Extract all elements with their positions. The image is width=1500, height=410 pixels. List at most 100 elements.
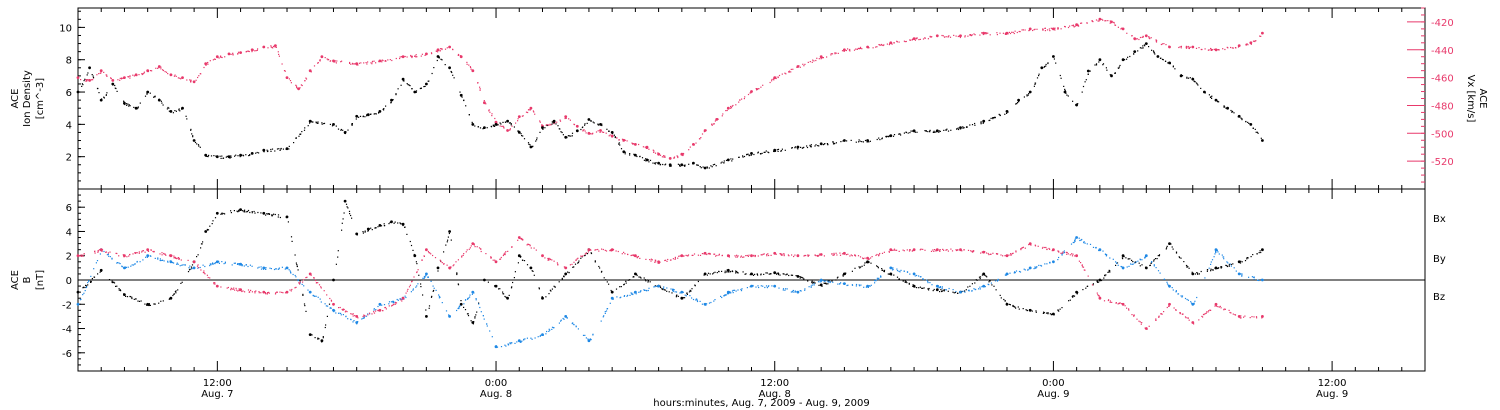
- data-point-dense: [274, 213, 276, 216]
- data-point-dense: [113, 281, 115, 283]
- data-point-dense: [553, 327, 555, 329]
- data-point: [982, 119, 986, 123]
- data-point-dense: [79, 255, 81, 257]
- data-point-dense: [1026, 309, 1028, 312]
- data-point-dense: [106, 75, 108, 77]
- data-point-dense: [263, 151, 265, 153]
- data-point-dense: [206, 155, 208, 157]
- data-point-dense: [1159, 272, 1161, 274]
- data-point-dense: [227, 286, 229, 289]
- data-point-dense: [805, 254, 807, 257]
- data-point-dense: [328, 58, 330, 61]
- data-point-dense: [1022, 29, 1024, 31]
- data-point-dense: [723, 162, 725, 164]
- data-point-dense: [301, 84, 303, 87]
- data-point-dense: [1106, 69, 1108, 71]
- data-point-dense: [1248, 276, 1250, 278]
- data-point-dense: [817, 281, 820, 283]
- data-point-dense: [266, 293, 268, 295]
- data-point-dense: [764, 151, 766, 153]
- data-point-dense: [982, 32, 984, 34]
- data-point-dense: [322, 337, 324, 339]
- data-point-dense: [1179, 257, 1181, 259]
- data-point-dense: [637, 256, 639, 258]
- data-point-dense: [943, 289, 945, 291]
- data-point-dense: [85, 286, 87, 289]
- data-point-dense: [713, 272, 715, 274]
- data-point-dense: [744, 96, 746, 98]
- data-point-dense: [975, 279, 977, 281]
- data-point-dense: [967, 249, 970, 251]
- data-point-dense: [720, 295, 722, 297]
- data-point-dense: [87, 79, 89, 81]
- data-point-dense: [896, 270, 899, 272]
- data-point-dense: [123, 293, 125, 295]
- data-point-dense: [706, 167, 708, 169]
- data-point-dense: [936, 286, 939, 288]
- data-point-dense: [892, 267, 894, 269]
- data-point-dense: [1155, 319, 1157, 321]
- data-point-dense: [310, 274, 312, 276]
- data-point-dense: [214, 282, 216, 284]
- data-point-dense: [618, 143, 620, 145]
- data-point-dense: [889, 249, 891, 251]
- data-point-dense: [388, 223, 390, 225]
- b-tick-label: 2: [66, 252, 72, 263]
- data-point-dense: [691, 288, 693, 290]
- data-point-dense: [791, 274, 794, 276]
- data-point-dense: [527, 243, 529, 245]
- data-point-dense: [519, 341, 521, 343]
- data-point-dense: [91, 278, 93, 280]
- data-point: [425, 52, 428, 56]
- data-point-dense: [174, 291, 176, 293]
- data-point-dense: [445, 244, 447, 246]
- data-point-dense: [868, 258, 870, 260]
- data-point-dense: [1034, 82, 1037, 84]
- data-point-dense: [448, 314, 450, 316]
- data-point-dense: [138, 252, 140, 254]
- data-point-dense: [912, 285, 914, 287]
- data-point-dense: [1018, 270, 1021, 273]
- data-point-dense: [340, 314, 342, 316]
- data-point-dense: [785, 274, 787, 276]
- data-point-dense: [103, 71, 105, 73]
- data-point-dense: [989, 280, 991, 282]
- data-point-dense: [177, 77, 179, 79]
- data-point-dense: [236, 263, 239, 265]
- data-point-dense: [597, 123, 599, 125]
- data-point-dense: [669, 165, 671, 167]
- data-point-dense: [472, 321, 474, 323]
- data-point-dense: [527, 109, 530, 111]
- data-point-dense: [957, 292, 959, 294]
- data-point-dense: [617, 250, 619, 253]
- data-point-dense: [1104, 275, 1106, 277]
- data-point-dense: [168, 298, 170, 300]
- data-point-dense: [620, 286, 622, 288]
- data-point-dense: [914, 131, 916, 133]
- data-point-dense: [539, 131, 541, 133]
- data-point-dense: [237, 155, 239, 157]
- data-point-dense: [179, 265, 181, 267]
- data-point: [1052, 27, 1055, 31]
- data-point-dense: [458, 306, 460, 308]
- data-point-dense: [225, 156, 227, 158]
- data-point: [1249, 123, 1253, 126]
- data-point-dense: [955, 249, 958, 252]
- data-point-dense: [949, 36, 952, 38]
- data-point-dense: [162, 69, 164, 71]
- data-point-dense: [1178, 46, 1180, 49]
- data-point-dense: [121, 77, 123, 80]
- data-point: [843, 139, 846, 142]
- data-point-dense: [918, 275, 920, 277]
- data-point-dense: [107, 253, 109, 255]
- data-point-dense: [783, 273, 785, 275]
- data-point-dense: [1163, 278, 1166, 280]
- data-point-dense: [1245, 43, 1247, 45]
- data-point-dense: [911, 39, 913, 41]
- data-point-dense: [437, 56, 439, 58]
- data-point-dense: [1051, 313, 1053, 315]
- data-point-dense: [582, 129, 584, 131]
- data-point-dense: [1091, 284, 1094, 286]
- data-point-dense: [1134, 262, 1136, 264]
- data-point-dense: [401, 298, 403, 300]
